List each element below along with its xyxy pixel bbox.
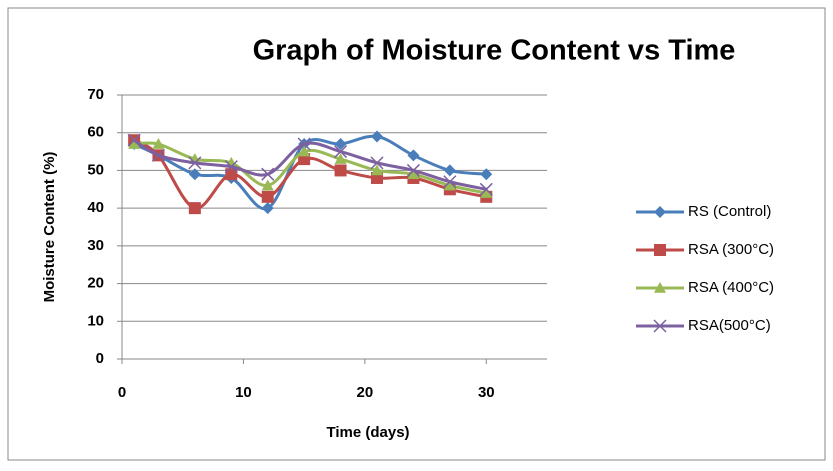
y-tick-label: 70 bbox=[87, 86, 104, 103]
x-tick-label: 0 bbox=[118, 384, 126, 401]
data-point bbox=[407, 149, 420, 162]
y-tick-label: 30 bbox=[87, 237, 104, 254]
y-tick-label: 40 bbox=[87, 199, 104, 216]
data-point bbox=[128, 138, 141, 149]
data-point bbox=[443, 175, 457, 189]
data-point bbox=[334, 164, 347, 177]
x-tick-label: 10 bbox=[235, 384, 252, 401]
legend-marker bbox=[654, 206, 666, 218]
data-point bbox=[152, 138, 165, 149]
y-axis-label: Moisture Content (%) bbox=[41, 152, 58, 303]
legend-marker bbox=[654, 282, 666, 293]
data-point bbox=[407, 168, 420, 179]
data-point bbox=[151, 148, 165, 162]
data-point bbox=[188, 202, 201, 215]
data-point bbox=[480, 187, 493, 198]
data-point bbox=[479, 182, 493, 196]
legend-label: RS (Control) bbox=[688, 203, 771, 220]
legend-marker bbox=[654, 244, 666, 256]
data-point bbox=[297, 137, 311, 151]
legend-label: RSA(500°C) bbox=[688, 317, 771, 334]
x-tick-label: 30 bbox=[478, 384, 495, 401]
y-tick-label: 0 bbox=[96, 350, 104, 367]
y-tick-label: 10 bbox=[87, 312, 104, 329]
y-tick-label: 20 bbox=[87, 275, 104, 292]
x-axis-label: Time (days) bbox=[326, 424, 409, 441]
chart-title: Graph of Moisture Content vs Time bbox=[253, 35, 736, 67]
data-point bbox=[443, 179, 456, 191]
data-point bbox=[261, 190, 274, 203]
data-point bbox=[406, 163, 420, 177]
data-point bbox=[188, 156, 202, 170]
data-point bbox=[225, 168, 238, 181]
data-point bbox=[261, 202, 274, 215]
x-tick-label: 20 bbox=[357, 384, 374, 401]
y-tick-label: 60 bbox=[87, 124, 104, 141]
data-point bbox=[371, 164, 383, 176]
legend-label: RSA (400°C) bbox=[688, 279, 774, 296]
data-point bbox=[334, 153, 347, 164]
legend-marker bbox=[653, 319, 667, 333]
data-point bbox=[261, 179, 274, 191]
legend-label: RSA (300°C) bbox=[688, 241, 774, 258]
y-tick-label: 50 bbox=[87, 161, 104, 178]
data-point bbox=[370, 156, 384, 170]
data-point bbox=[443, 164, 456, 177]
data-point bbox=[480, 168, 493, 181]
data-point bbox=[298, 145, 311, 157]
chart-border bbox=[7, 7, 826, 461]
data-point bbox=[224, 160, 238, 174]
data-point bbox=[334, 138, 347, 151]
data-point bbox=[334, 145, 348, 159]
data-point bbox=[188, 168, 201, 181]
data-point bbox=[261, 167, 275, 181]
data-point bbox=[127, 133, 141, 147]
data-point bbox=[371, 130, 383, 143]
